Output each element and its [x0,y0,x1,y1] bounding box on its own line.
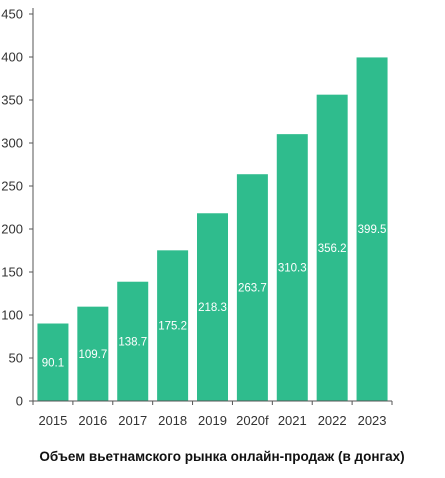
y-axis: 0 50 100 150 200 250 300 350 400 450 [1,7,34,409]
x-tick-label: 2022 [318,413,347,428]
x-axis: 2015 2016 2017 2018 2019 2020f 2021 2022 2023 [32,400,393,428]
x-tick-label: 2015 [38,413,67,428]
y-tick-label: 200 [1,222,23,237]
x-tick-label: 2016 [78,413,107,428]
bar [37,323,69,401]
bars: 90.1 109.7 138.7 175.2 218.3 263.7 310.3 356.2 3… [37,57,388,402]
data-label: 109.7 [78,349,107,361]
data-label: 175.2 [158,321,187,333]
y-tick-label: 400 [1,50,23,65]
bar [77,306,109,401]
chart-title: Объем вьетнамского рынка онлайн-продаж (… [39,449,404,464]
data-label: 138.7 [118,336,147,348]
bar [157,250,189,401]
data-label: 263.7 [238,283,267,295]
bar [316,94,348,401]
bar [356,57,388,402]
x-tick-label: 2017 [118,413,147,428]
bar [117,281,149,401]
y-tick-label: 100 [1,308,23,323]
x-tick-label: 2021 [278,413,307,428]
x-tick-label: 2023 [358,413,387,428]
y-tick-label: 250 [1,179,23,194]
x-tick-label: 2020f [236,413,269,428]
y-tick-label: 150 [1,265,23,280]
data-label: 399.5 [358,224,387,236]
data-label: 310.3 [278,263,307,275]
data-label: 356.2 [318,243,347,255]
y-tick-label: 450 [1,7,23,22]
bar [236,174,268,401]
y-tick-label: 300 [1,136,23,151]
y-tick-label: 0 [16,394,23,409]
data-label: 218.3 [198,302,227,314]
bar [276,134,308,401]
data-label: 90.1 [42,357,64,369]
y-tick-label: 50 [9,351,23,366]
bar [197,213,228,401]
y-tick-label: 350 [1,93,23,108]
x-tick-label: 2018 [158,413,187,428]
x-tick-label: 2019 [198,413,227,428]
